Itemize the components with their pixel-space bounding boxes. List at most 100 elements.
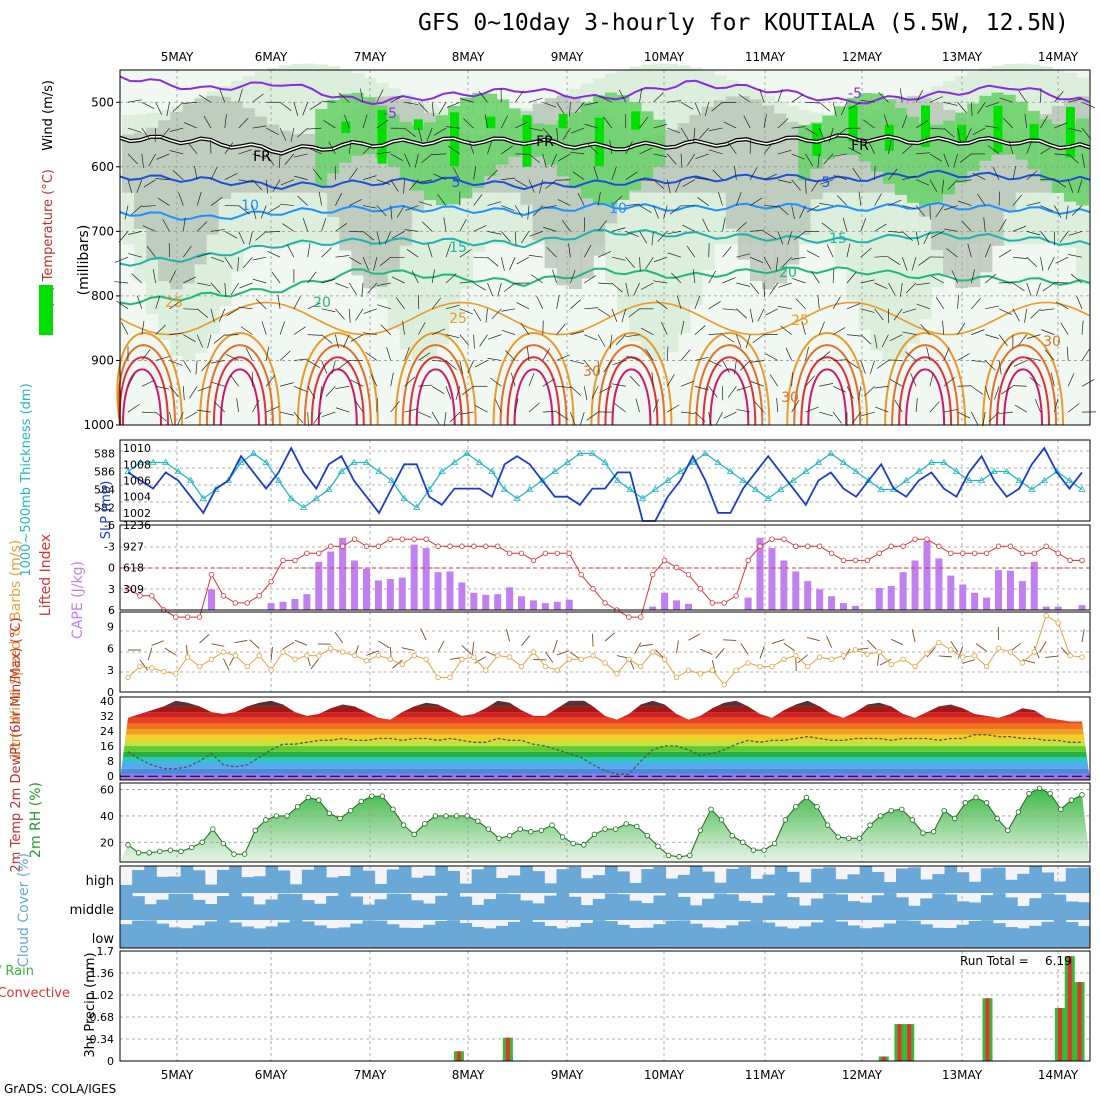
thickness-tick: 584 xyxy=(94,484,115,497)
wind-barb xyxy=(959,153,972,163)
wind-barb xyxy=(680,380,695,387)
wind-barb xyxy=(307,127,322,130)
wind-barb xyxy=(546,247,557,258)
rh-marker xyxy=(761,847,767,853)
thickness-marker xyxy=(1002,467,1011,474)
wind-speed-marker xyxy=(172,671,179,677)
cape-bar xyxy=(971,592,979,610)
cloud-cell xyxy=(398,927,412,948)
cloud-level-label: high xyxy=(86,874,114,889)
cloud-cell xyxy=(398,866,412,893)
wind-barb xyxy=(527,205,530,220)
wind-barb xyxy=(572,171,585,181)
wind-barb xyxy=(863,119,875,129)
precip-tick: 0 xyxy=(107,1055,114,1068)
wind-barb xyxy=(487,357,502,361)
rh-shade xyxy=(677,65,691,334)
cloud-cell xyxy=(835,879,848,893)
cloud-cell xyxy=(617,924,630,948)
wind-barb xyxy=(1042,282,1055,292)
wind-barb xyxy=(321,308,336,313)
wind-barb xyxy=(625,141,633,155)
wind-barb xyxy=(1040,205,1054,212)
wind-barb xyxy=(957,294,959,309)
wind-barb xyxy=(114,256,129,263)
rh-shade xyxy=(991,134,1005,246)
wind-barb xyxy=(1026,256,1038,267)
rh-marker xyxy=(962,800,969,806)
wind-barb xyxy=(543,226,557,232)
wind-barb xyxy=(236,398,239,413)
contour-label: -5 xyxy=(848,86,862,102)
precip-tick: 1.36 xyxy=(90,967,115,980)
cloud-cell xyxy=(1017,906,1030,920)
cloud-cell xyxy=(265,899,279,920)
wind-barb xyxy=(462,385,474,395)
wind-barb xyxy=(805,101,820,104)
10m-barb xyxy=(1039,641,1047,653)
wind-speed-marker xyxy=(745,660,751,666)
rh-marker xyxy=(231,851,237,857)
x-top-label: 9MAY xyxy=(551,50,584,64)
lifted-index-marker xyxy=(960,550,966,557)
rh-shade xyxy=(979,131,993,273)
wind-barb xyxy=(1040,308,1055,311)
wind-barb xyxy=(682,179,696,187)
rh-marker xyxy=(655,843,661,849)
wind-barb xyxy=(805,153,813,167)
wind-barb xyxy=(667,100,682,103)
cape-bar xyxy=(661,592,669,610)
cape-bar xyxy=(339,537,347,610)
wind-barb xyxy=(201,360,212,372)
wind-barb xyxy=(307,386,316,399)
thickness-marker xyxy=(726,467,735,474)
slp-frame xyxy=(119,439,1091,522)
cloud-cell xyxy=(180,928,194,948)
wind-barb xyxy=(155,178,170,181)
wind-barb xyxy=(279,101,292,111)
10m-barb xyxy=(392,659,403,669)
cape-bar xyxy=(351,560,359,610)
cape-bar xyxy=(756,537,764,610)
wind-barb xyxy=(709,149,723,155)
lifted-index-marker xyxy=(769,536,775,542)
cloud-cell xyxy=(435,895,448,920)
wind-barb xyxy=(473,334,475,349)
rh-marker xyxy=(973,794,979,801)
wind-barb xyxy=(801,321,806,335)
wind-barb xyxy=(307,360,320,368)
wind-barb xyxy=(874,334,878,349)
rh-shade-green xyxy=(1015,101,1029,160)
cloud-cell xyxy=(459,896,473,920)
rh-marker xyxy=(570,840,576,847)
temp-band xyxy=(120,751,1090,758)
contour-label: 30 xyxy=(1043,334,1061,350)
wind-barb xyxy=(971,360,986,363)
wind-barb xyxy=(570,386,582,396)
wind-barb xyxy=(805,127,818,136)
cloud-cell xyxy=(447,920,460,948)
wind-barb xyxy=(542,153,547,168)
wind-barb xyxy=(840,102,848,116)
thickness-marker xyxy=(325,485,333,492)
cloud-cell xyxy=(459,883,473,893)
cape-bar xyxy=(518,596,526,610)
lifted-index-marker xyxy=(1019,550,1026,557)
rh-marker xyxy=(803,794,810,801)
cape-bar xyxy=(410,544,418,610)
wind-barb xyxy=(542,205,557,209)
wind-barb xyxy=(279,203,294,206)
wind-barb xyxy=(722,246,732,258)
cloud-cell xyxy=(156,899,169,920)
wind-barb xyxy=(408,179,419,191)
wind-barb xyxy=(1014,404,1027,413)
wind-barb xyxy=(584,275,597,284)
wind-barb xyxy=(736,334,742,348)
wind-barb xyxy=(791,94,804,103)
wind-barb xyxy=(946,248,958,258)
thickness-marker xyxy=(337,467,346,474)
wind-barb xyxy=(467,360,474,374)
precip-conv-bar xyxy=(897,1024,902,1061)
cape-tick: 618 xyxy=(123,562,144,575)
precip-conv-bar xyxy=(907,1024,912,1061)
